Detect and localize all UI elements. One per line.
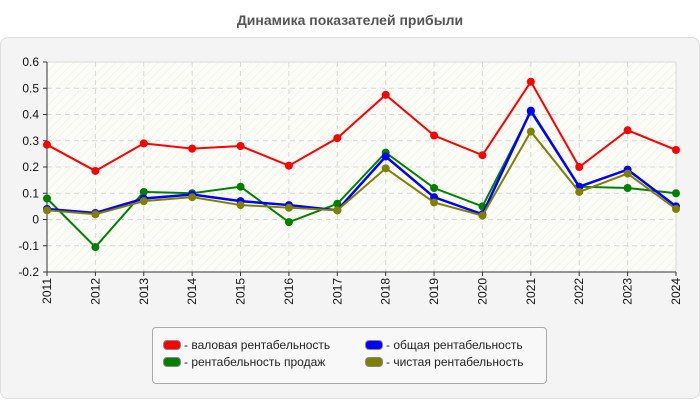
legend-label: - валовая рентабельность bbox=[184, 338, 331, 352]
svg-text:2012: 2012 bbox=[88, 278, 102, 305]
legend-label: - чистая рентабельность bbox=[386, 355, 524, 369]
legend-item-net: - чистая рентабельность bbox=[365, 355, 523, 369]
svg-text:2015: 2015 bbox=[234, 278, 248, 305]
svg-text:-0.2: -0.2 bbox=[18, 265, 39, 279]
svg-text:-0.1: -0.1 bbox=[18, 239, 39, 253]
svg-text:2013: 2013 bbox=[137, 278, 151, 305]
svg-text:0.5: 0.5 bbox=[22, 81, 39, 95]
svg-text:0.6: 0.6 bbox=[22, 55, 39, 69]
legend-item-sales: - рентабельность продаж bbox=[163, 355, 325, 369]
svg-text:2017: 2017 bbox=[330, 278, 344, 305]
svg-text:2024: 2024 bbox=[669, 278, 683, 305]
legend-item-gross: - валовая рентабельность bbox=[163, 338, 330, 352]
svg-text:2016: 2016 bbox=[282, 278, 296, 305]
svg-text:0.3: 0.3 bbox=[22, 134, 39, 148]
legend-label: - рентабельность продаж bbox=[184, 355, 326, 369]
svg-text:2022: 2022 bbox=[572, 278, 586, 305]
svg-text:2019: 2019 bbox=[427, 278, 441, 305]
chart-legend: - валовая рентабельность - общая рентабе… bbox=[152, 327, 547, 384]
legend-swatch-green bbox=[163, 357, 181, 367]
svg-text:0.4: 0.4 bbox=[22, 108, 39, 122]
chart-title: Динамика показателей прибыли bbox=[236, 12, 464, 28]
svg-text:2021: 2021 bbox=[524, 278, 538, 305]
svg-text:0.1: 0.1 bbox=[22, 186, 39, 200]
legend-label: - общая рентабельность bbox=[386, 338, 523, 352]
svg-text:0: 0 bbox=[32, 213, 39, 227]
svg-text:2023: 2023 bbox=[621, 278, 635, 305]
svg-text:2014: 2014 bbox=[185, 278, 199, 305]
legend-item-total: - общая рентабельность bbox=[365, 338, 523, 352]
series-line bbox=[43, 77, 680, 175]
series-line bbox=[43, 127, 680, 220]
legend-swatch-olive bbox=[365, 357, 383, 367]
svg-text:2018: 2018 bbox=[379, 278, 393, 305]
svg-text:0.2: 0.2 bbox=[22, 160, 39, 174]
svg-text:2020: 2020 bbox=[475, 278, 489, 305]
svg-text:2011: 2011 bbox=[40, 278, 54, 304]
legend-swatch-blue bbox=[365, 340, 383, 350]
legend-swatch-red bbox=[163, 340, 181, 350]
